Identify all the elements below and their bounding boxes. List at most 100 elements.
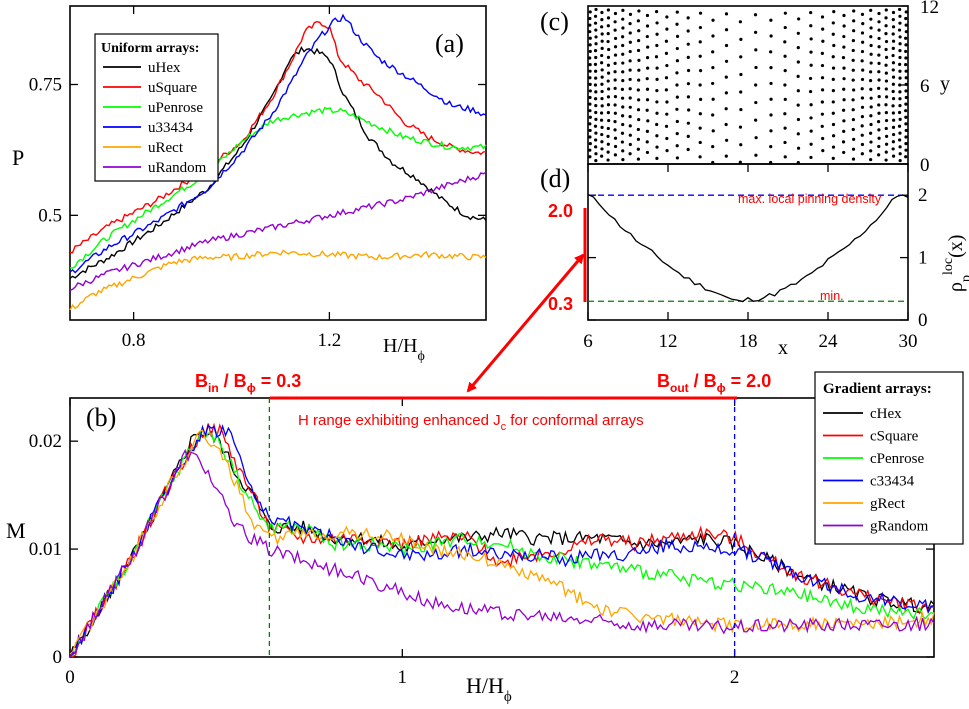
pinning-site <box>594 110 598 115</box>
x-tick-label: 30 <box>899 331 918 352</box>
pinning-site <box>628 115 632 119</box>
pinning-site <box>613 103 617 107</box>
pinning-site <box>588 36 592 40</box>
pinning-site <box>698 54 702 58</box>
pinning-site <box>686 134 690 138</box>
pinning-site <box>675 107 679 111</box>
pinning-site <box>628 142 632 147</box>
pinning-site <box>869 43 873 48</box>
pinning-site <box>724 154 728 158</box>
pinning-site <box>594 97 598 101</box>
pinning-site <box>852 29 856 33</box>
pinning-site <box>783 54 787 58</box>
pinning-site <box>796 146 801 150</box>
pinning-site <box>796 103 800 107</box>
pinning-site <box>831 145 836 149</box>
panel-d-ylabel-rho: ρ <box>945 282 967 292</box>
pinning-site <box>877 86 881 90</box>
pinning-site <box>675 83 679 87</box>
pinning-site <box>636 48 641 53</box>
pinning-site <box>620 140 624 144</box>
pinning-site <box>628 22 632 26</box>
panel-a-xlabel: H/Hϕ <box>383 335 425 364</box>
pinning-site <box>588 128 592 133</box>
panel-b-range-left-sub: in <box>208 381 219 395</box>
pinning-site <box>831 134 836 138</box>
pinning-site <box>852 88 856 92</box>
pinning-site <box>645 140 649 144</box>
pinning-site <box>884 16 888 20</box>
pinning-site <box>754 153 758 157</box>
pinning-site <box>869 158 873 162</box>
pinning-site <box>600 39 604 43</box>
pinning-site <box>588 10 592 14</box>
pinning-site <box>884 126 888 131</box>
pinning-site <box>628 31 632 35</box>
pinning-site <box>904 10 908 14</box>
pinning-site <box>724 28 729 32</box>
pinning-site <box>620 114 625 118</box>
panel-a-legend: Uniform arrays: uHex uSquare uPenrose u3343… <box>94 33 219 182</box>
pinning-site <box>600 154 604 158</box>
pinning-site <box>904 49 908 54</box>
pinning-site <box>739 143 743 147</box>
panel-b-range-text-rest: for conformal arrays <box>506 412 644 429</box>
pinning-site <box>783 112 787 116</box>
pinning-site <box>645 24 650 28</box>
pinning-site <box>699 97 703 101</box>
pinning-site <box>600 61 604 65</box>
pinning-site <box>738 125 743 129</box>
pinning-site <box>645 98 650 102</box>
pinning-site <box>904 89 908 93</box>
panel-b-range-left-sub2: ϕ <box>247 381 256 395</box>
pinning-site <box>809 103 813 107</box>
panel-a-frame <box>69 5 487 321</box>
pinning-site <box>877 136 881 140</box>
panel-b-range-left-label: Bin / Bϕ = 0.3 <box>195 371 301 395</box>
panel-d-hline-max-label: max. local pinning density <box>738 192 882 206</box>
panel-d-ylabel-suffix: (x) <box>945 235 967 258</box>
pinning-site <box>884 111 888 115</box>
legend-label-c33434: c33434 <box>870 474 915 490</box>
pinning-site <box>613 136 618 140</box>
pinning-site <box>877 61 881 65</box>
pinning-site <box>769 18 773 22</box>
pinning-site <box>636 157 641 161</box>
pinning-site <box>884 55 889 59</box>
x-tick-label: 18 <box>739 331 758 352</box>
pinning-site <box>884 158 888 162</box>
pinning-site <box>613 61 617 65</box>
pinning-site <box>842 119 846 123</box>
pinning-site <box>594 28 598 32</box>
pinning-site <box>600 53 604 58</box>
pinning-site <box>606 111 610 115</box>
panel-b-range-right-value: = 2.0 <box>726 371 772 391</box>
pinning-site <box>613 119 617 124</box>
pinning-site <box>904 62 908 67</box>
pinning-site <box>655 43 659 48</box>
legend-label-uHex: uHex <box>148 60 181 76</box>
pinning-site <box>620 96 625 100</box>
pinning-site <box>877 36 881 41</box>
pinning-site <box>606 142 610 146</box>
pinning-site <box>606 8 610 12</box>
y-tick-label: 0 <box>918 310 928 331</box>
pinning-site <box>898 152 902 156</box>
legend-label-cHex: cHex <box>870 406 902 422</box>
pinning-site <box>621 61 625 65</box>
pinning-site <box>637 58 641 62</box>
panel-b-xlabel: H/Hϕ <box>466 673 512 705</box>
pinning-site <box>613 128 617 132</box>
legend-label-cSquare: cSquare <box>870 429 919 445</box>
pinning-site <box>600 18 604 22</box>
pinning-site <box>655 134 659 138</box>
pinning-site <box>636 108 641 112</box>
pinning-site <box>891 61 896 65</box>
pinning-site <box>904 115 908 119</box>
pinning-site <box>869 61 873 65</box>
pinning-site <box>898 145 902 149</box>
pinning-site <box>621 149 625 153</box>
pinning-site <box>664 124 669 128</box>
pinning-site <box>628 152 632 156</box>
pinning-site <box>628 124 632 128</box>
